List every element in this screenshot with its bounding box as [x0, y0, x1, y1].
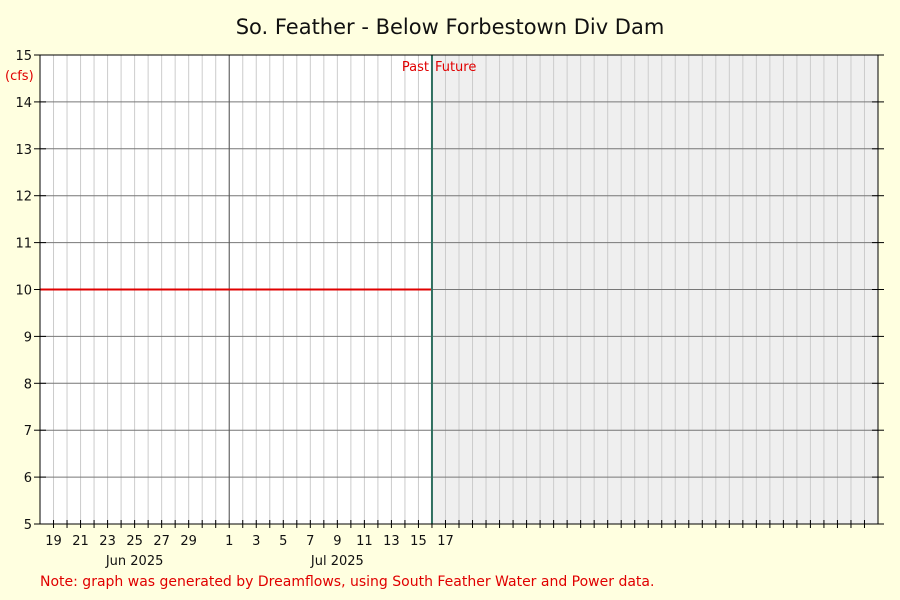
y-tick-label: 6 — [24, 471, 32, 486]
y-tick-label: 7 — [24, 424, 32, 439]
y-tick-label: 8 — [24, 377, 32, 392]
month-labels: Jun 2025 Jul 2025 — [105, 554, 364, 569]
x-tick-label: 27 — [153, 534, 170, 549]
x-tick-label: 3 — [252, 534, 260, 549]
chart-title: So. Feather - Below Forbestown Div Dam — [236, 15, 665, 39]
x-tick-label: 23 — [99, 534, 116, 549]
future-label: Future — [435, 60, 476, 75]
x-tick-label: 19 — [45, 534, 62, 549]
x-tick-labels: 19 21 23 25 27 29 1 3 5 7 9 11 13 15 17 — [45, 534, 454, 549]
y-axis-label: (cfs) — [5, 69, 34, 84]
x-tick-label: 21 — [72, 534, 89, 549]
x-tick-label: 1 — [225, 534, 233, 549]
x-tick-label: 7 — [306, 534, 314, 549]
y-tick-label: 12 — [15, 190, 32, 205]
x-tick-label: 5 — [279, 534, 287, 549]
y-tick-label: 15 — [15, 49, 32, 64]
x-tick-label: 17 — [437, 534, 454, 549]
month-label: Jul 2025 — [310, 554, 364, 569]
y-tick-label: 9 — [24, 330, 32, 345]
y-tick-label: 14 — [15, 96, 32, 111]
x-tick-label: 11 — [356, 534, 373, 549]
source-note: Note: graph was generated by Dreamflows,… — [40, 574, 654, 590]
y-tick-labels: 5 6 7 8 9 10 11 12 13 14 15 — [15, 49, 32, 533]
past-label: Past — [402, 60, 429, 75]
y-tick-label: 5 — [24, 518, 32, 533]
x-tick-label: 25 — [126, 534, 143, 549]
plot-border — [39, 54, 879, 525]
y-tick-label: 11 — [15, 237, 32, 252]
x-tick-label: 9 — [333, 534, 341, 549]
x-tick-label: 29 — [180, 534, 197, 549]
month-label: Jun 2025 — [105, 554, 164, 569]
y-tick-label: 13 — [15, 143, 32, 158]
y-tick-label: 10 — [15, 284, 32, 299]
x-tick-label: 15 — [410, 534, 427, 549]
x-tick-label: 13 — [383, 534, 400, 549]
